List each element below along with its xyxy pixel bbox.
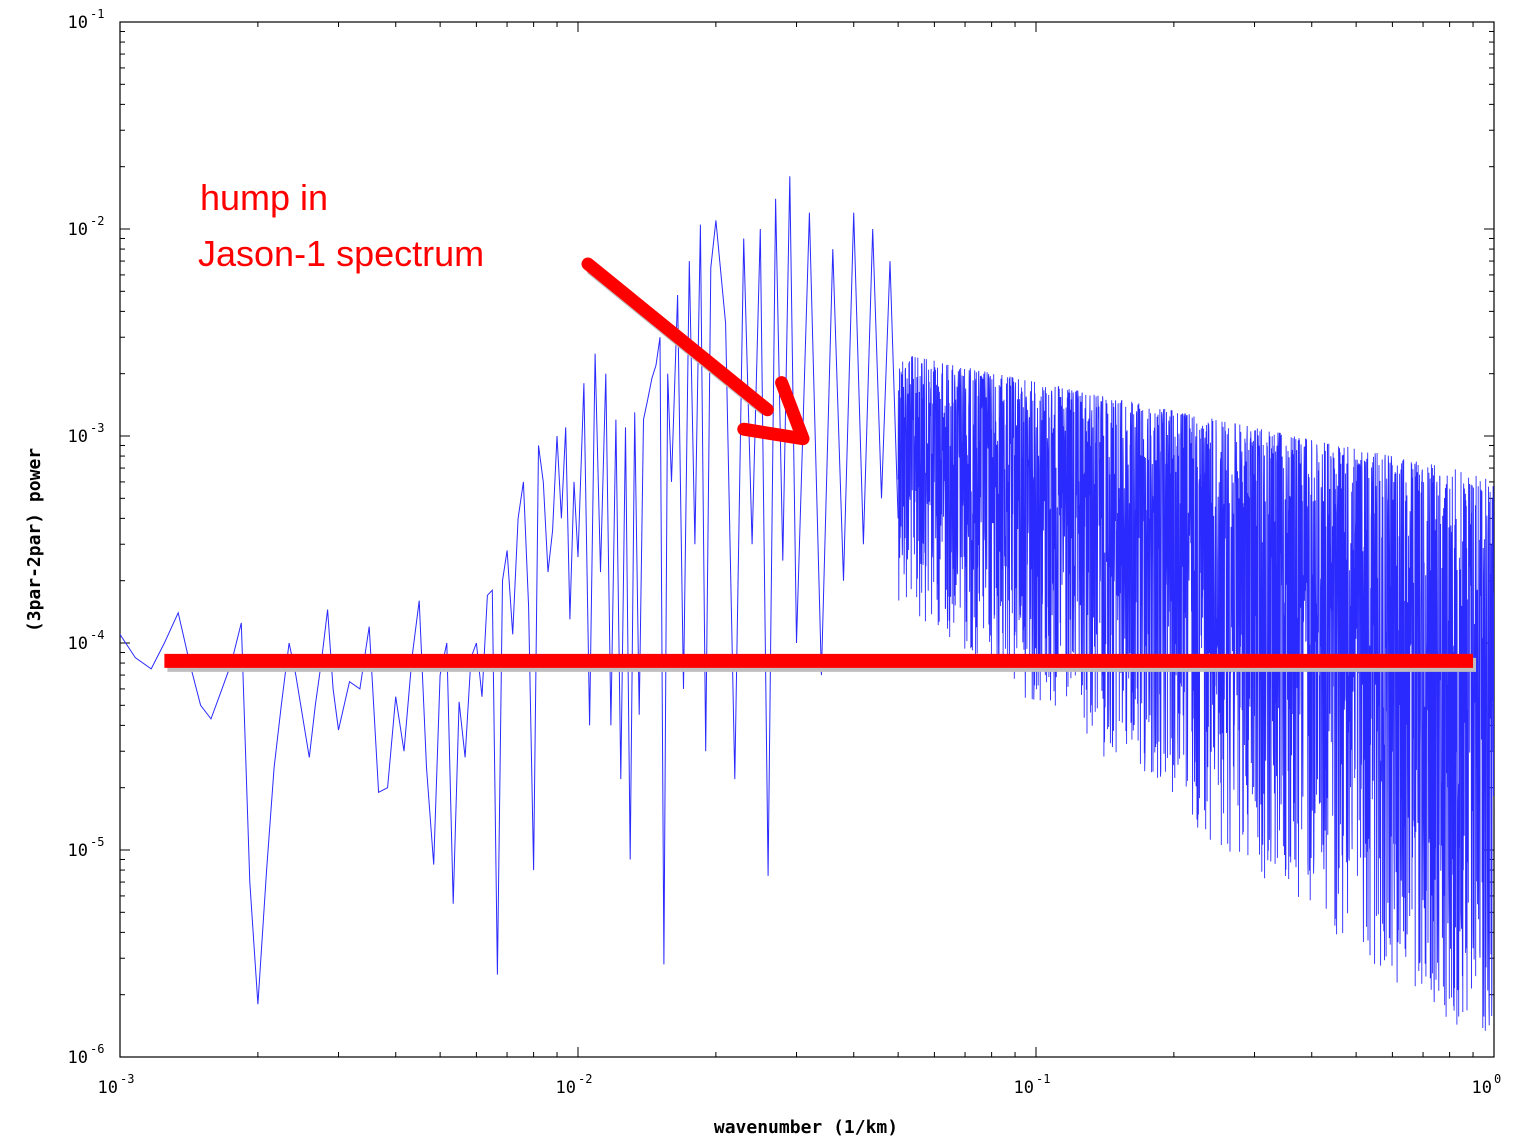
y-axis-title: (3par-2par) power [24, 448, 45, 632]
arrow-shaft [581, 257, 774, 417]
x-tick-label: 10 [1014, 1078, 1034, 1098]
plot-frame [119, 21, 1495, 1058]
y-tick-label: 10 [68, 13, 88, 33]
annotation-line-2: Jason-1 spectrum [198, 233, 484, 274]
y-tick-label: 10 [68, 1048, 88, 1068]
annotation-line-1: hump in [200, 177, 328, 218]
x-tick-labels: 10 -3 10 -2 10 -1 10 0 [98, 1072, 1502, 1098]
y-tick-labels: 10-110-210-310-410-510-6 [68, 7, 105, 1068]
y-tick-exponent: -2 [90, 214, 104, 228]
x-tick-label: 10 [98, 1078, 118, 1098]
y-tick-exponent: -1 [90, 7, 104, 21]
series-layer [120, 176, 1494, 1031]
x-axis-title: wavenumber (1/km) [714, 1117, 898, 1138]
y-tick-exponent: -5 [90, 835, 104, 849]
x-tick-exponent: -3 [120, 1072, 134, 1086]
x-tick-exponent: -2 [578, 1072, 592, 1086]
y-tick-exponent: -4 [90, 628, 104, 642]
x-tick-label: 10 [1472, 1078, 1492, 1098]
annotation-arrow [581, 257, 810, 446]
series-line [120, 176, 899, 1005]
y-tick-label: 10 [68, 220, 88, 240]
y-tick-label: 10 [68, 841, 88, 861]
y-tick-exponent: -3 [90, 421, 104, 435]
x-tick-exponent: -1 [1036, 1072, 1050, 1086]
y-tick-exponent: -6 [90, 1042, 104, 1056]
x-tick-label: 10 [556, 1078, 576, 1098]
y-tick-label: 10 [68, 427, 88, 447]
x-tick-exponent: 0 [1494, 1072, 1501, 1086]
series-line-dense [897, 356, 1494, 1031]
arrow-head [737, 376, 810, 446]
x-tick-marks [119, 22, 1474, 1057]
y-tick-label: 10 [68, 634, 88, 654]
